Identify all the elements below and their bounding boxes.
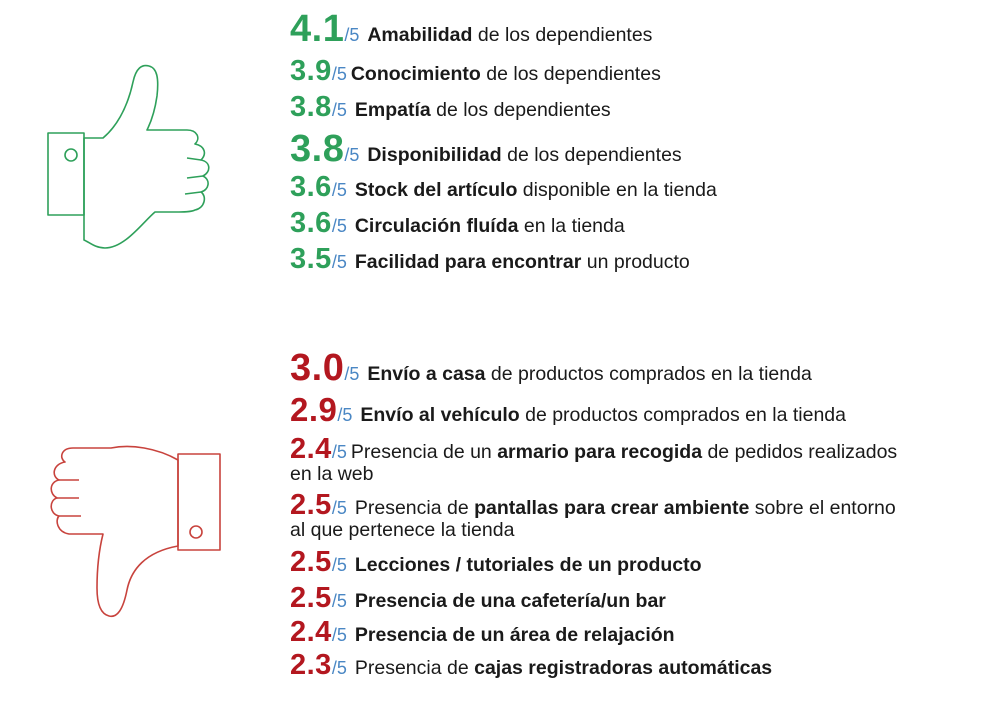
score: 3.6	[290, 171, 332, 203]
score-denominator: /5	[344, 364, 360, 384]
score-denominator: /5	[331, 64, 347, 84]
score-denominator: /5	[331, 252, 347, 272]
score: 2.4	[290, 433, 332, 465]
score: 3.8	[290, 128, 345, 170]
score-denominator: /5	[331, 100, 347, 120]
list-item: 3.0/5 Envío a casa de productos comprados…	[290, 347, 812, 389]
list-item: 2.4/5 Presencia de un armario para recogi…	[290, 433, 898, 486]
score: 2.5	[290, 582, 332, 614]
list-item: 2.9/5 Envío al vehículo de productos comp…	[290, 391, 846, 428]
score: 3.9	[290, 55, 332, 87]
score: 3.8	[290, 91, 332, 123]
score: 2.4	[290, 616, 332, 648]
list-item: 3.8/5 Disponibilidad de los dependientes	[290, 128, 682, 170]
score-denominator: /5	[331, 498, 347, 518]
list-item: 3.8/5 Empatía de los dependientes	[290, 91, 611, 123]
score-denominator: /5	[331, 180, 347, 200]
list-item: 3.6/5 Circulación fluída en la tienda	[290, 207, 625, 239]
list-item: 2.3/5 Presencia de cajas registradoras au…	[290, 649, 773, 681]
thumbs-up-icon	[45, 62, 215, 252]
score-denominator: /5	[344, 145, 360, 165]
score-denominator: /5	[331, 625, 347, 645]
score: 2.3	[290, 649, 332, 681]
score-denominator: /5	[337, 405, 353, 425]
score-denominator: /5	[331, 658, 347, 678]
score: 3.0	[290, 347, 345, 389]
list-item: 2.5/5 Lecciones / tutoriales de un produc…	[290, 546, 702, 578]
score: 2.9	[290, 391, 338, 428]
score-denominator: /5	[331, 442, 347, 462]
list-item: 2.5/5 Presencia de una cafetería/un bar	[290, 582, 666, 614]
score-denominator: /5	[331, 216, 347, 236]
list-item: 3.5/5 Facilidad para encontrar un product…	[290, 243, 690, 275]
thumbs-down-icon	[45, 440, 225, 625]
score: 2.5	[290, 489, 332, 521]
list-item: 2.5/5 Presencia de pantallas para crear a…	[290, 489, 896, 542]
score: 3.5	[290, 243, 332, 275]
score-denominator: /5	[331, 591, 347, 611]
score-denominator: /5	[331, 555, 347, 575]
list-item: 3.9/5 Conocimiento de los dependientes	[290, 55, 661, 87]
list-item: 4.1/5 Amabilidad de los dependientes	[290, 8, 653, 50]
list-item: 3.6/5 Stock del artículo disponible en la…	[290, 171, 717, 203]
score: 4.1	[290, 8, 345, 50]
score: 2.5	[290, 546, 332, 578]
list-item: 2.4/5 Presencia de un área de relajación	[290, 616, 675, 648]
score-denominator: /5	[344, 25, 360, 45]
score: 3.6	[290, 207, 332, 239]
